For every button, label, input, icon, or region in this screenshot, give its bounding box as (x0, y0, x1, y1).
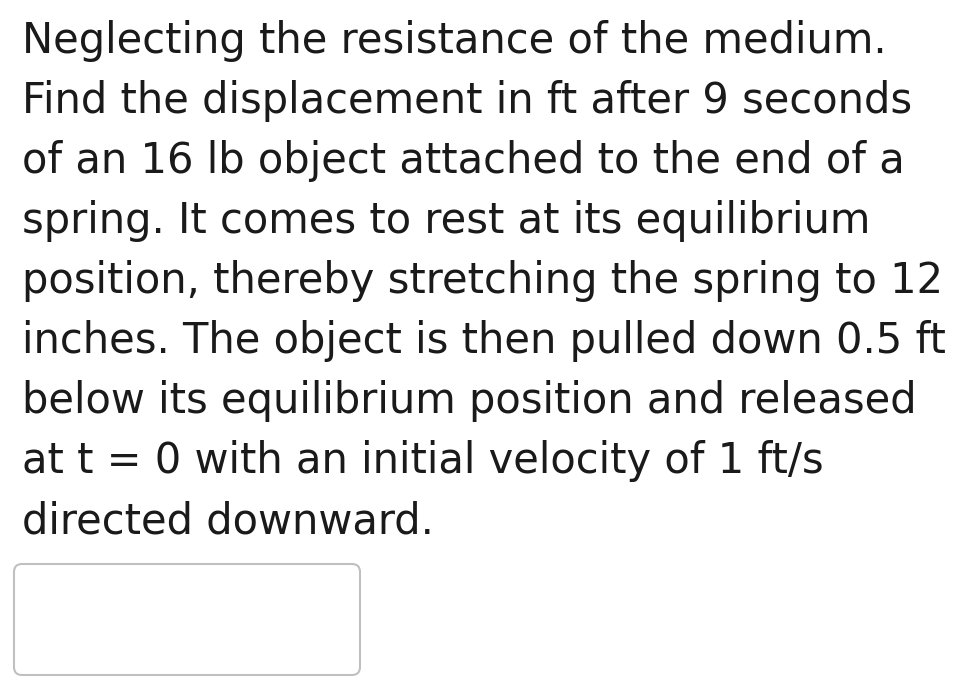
Text: position, thereby stretching the spring to 12: position, thereby stretching the spring … (22, 260, 942, 302)
Text: Find the displacement in ft after 9 seconds: Find the displacement in ft after 9 seco… (22, 80, 911, 122)
Text: of an 16 lb object attached to the end of a: of an 16 lb object attached to the end o… (22, 140, 904, 182)
Text: spring. It comes to rest at its equilibrium: spring. It comes to rest at its equilibr… (22, 200, 869, 242)
Text: at t = 0 with an initial velocity of 1 ft/s: at t = 0 with an initial velocity of 1 f… (22, 440, 823, 482)
Text: inches. The object is then pulled down 0.5 ft: inches. The object is then pulled down 0… (22, 320, 945, 362)
Text: directed downward.: directed downward. (22, 500, 433, 542)
FancyBboxPatch shape (14, 564, 359, 675)
Text: below its equilibrium position and released: below its equilibrium position and relea… (22, 380, 916, 422)
Text: Neglecting the resistance of the medium.: Neglecting the resistance of the medium. (22, 20, 886, 62)
